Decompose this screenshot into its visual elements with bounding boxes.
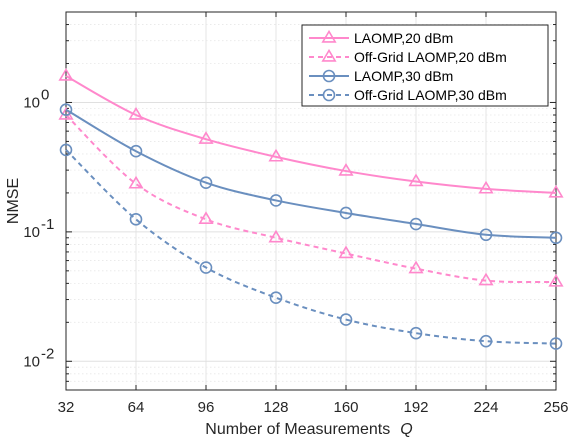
- x-axis-label: Number of Measurements Q: [205, 421, 412, 438]
- data-point: [338, 245, 354, 259]
- y-tick-label: 10: [23, 224, 40, 241]
- legend-entry-3: LAOMP,30 dBm: [309, 68, 453, 84]
- x-tick-label: 96: [198, 399, 215, 416]
- data-point: [339, 313, 353, 326]
- data-point: [59, 143, 73, 157]
- series-line: [65, 149, 557, 345]
- data-point: [269, 194, 283, 207]
- x-tick-label: 160: [333, 399, 358, 416]
- legend-entry-2: Off-Grid LAOMP,20 dBm: [309, 48, 507, 65]
- legend-marker: [321, 29, 337, 43]
- data-point: [408, 260, 424, 274]
- data-point: [339, 206, 353, 220]
- y-tick-exponent: 0: [41, 86, 49, 103]
- data-point: [268, 148, 284, 162]
- data-point: [408, 173, 424, 187]
- data-point: [478, 272, 494, 286]
- x-axis-variable: Q: [400, 421, 412, 438]
- y-tick-exponent: -2: [41, 345, 54, 362]
- data-point: [129, 213, 143, 226]
- data-point: [549, 231, 563, 245]
- data-point: [479, 228, 493, 242]
- legend-entry-1: LAOMP,20 dBm: [309, 29, 453, 46]
- series-line: [65, 75, 557, 194]
- y-tick-label: 10: [23, 94, 40, 111]
- series-2: [58, 106, 564, 287]
- legend: LAOMP,20 dBm Off-Grid LAOMP,20 dBm LAOMP,3…: [301, 24, 549, 107]
- data-point: [58, 67, 74, 81]
- data-point: [478, 180, 494, 194]
- series-group: [58, 67, 564, 350]
- data-point: [128, 106, 144, 120]
- data-point: [199, 261, 213, 274]
- data-point: [548, 273, 564, 287]
- legend-label: Off-Grid LAOMP,20 dBm: [354, 49, 507, 65]
- legend-entry-4: Off-Grid LAOMP,30 dBm: [309, 87, 507, 103]
- plot-area-border: [65, 11, 557, 391]
- data-point: [409, 217, 423, 231]
- data-point: [409, 326, 423, 340]
- data-point: [129, 144, 143, 158]
- series-line: [65, 108, 557, 239]
- x-axis-ticks: 32 64 96 128 160 192 224 256: [58, 12, 569, 416]
- legend-label: LAOMP,20 dBm: [354, 30, 453, 46]
- x-tick-label: 224: [473, 399, 498, 416]
- x-tick-label: 192: [403, 399, 428, 416]
- data-point: [198, 131, 214, 144]
- legend-label: Off-Grid LAOMP,30 dBm: [354, 87, 507, 103]
- legend-marker: [322, 88, 336, 102]
- y-tick-label: 10: [23, 353, 40, 370]
- series-line: [65, 114, 557, 284]
- legend-marker: [322, 69, 336, 83]
- series-3: [59, 103, 563, 245]
- y-tick-exponent: -1: [41, 216, 54, 233]
- data-point: [268, 229, 284, 243]
- data-point: [199, 176, 213, 189]
- data-point: [479, 334, 493, 348]
- x-tick-label: 32: [58, 399, 75, 416]
- legend-marker: [321, 48, 337, 62]
- series-1: [58, 67, 564, 198]
- data-point: [128, 175, 144, 189]
- x-tick-label: 64: [128, 399, 145, 416]
- data-point: [198, 211, 214, 225]
- data-point: [59, 103, 73, 116]
- data-point: [338, 163, 354, 176]
- x-tick-label: 256: [543, 399, 568, 416]
- data-point: [269, 291, 283, 304]
- legend-label: LAOMP,30 dBm: [354, 68, 453, 84]
- x-tick-label: 128: [263, 399, 288, 416]
- series-4: [59, 143, 563, 350]
- data-point: [548, 184, 564, 198]
- data-point: [549, 337, 563, 350]
- y-axis-label: NMSE: [5, 178, 22, 224]
